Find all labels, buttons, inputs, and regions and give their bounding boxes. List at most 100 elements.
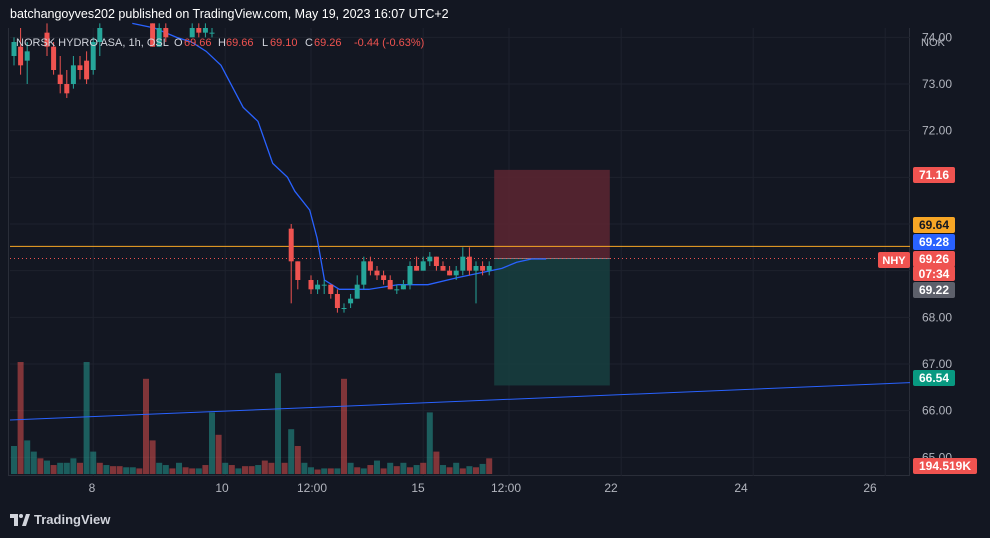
volume-bar xyxy=(136,468,143,474)
legend-change: -0.44 (-0.63%) xyxy=(354,37,424,49)
legend: NORSK HYDRO ASA, 1h, OSL O 69.66 H 69.66… xyxy=(16,37,946,49)
grid-lines xyxy=(10,28,910,476)
candle-body xyxy=(414,266,420,271)
volume-bar xyxy=(83,362,90,474)
volume-bar xyxy=(473,467,479,474)
stop-loss-zone xyxy=(494,169,610,259)
candle-body xyxy=(328,284,334,294)
x-tick-label: 8 xyxy=(89,481,96,495)
volume-bar xyxy=(440,465,446,474)
y-tick-label: 68.00 xyxy=(922,310,952,324)
candle-body xyxy=(150,23,156,47)
volume-label-text: 194.519K xyxy=(919,459,971,473)
price-label-box xyxy=(913,167,955,183)
volume-bar xyxy=(162,465,169,474)
candle-body xyxy=(486,266,492,271)
volume-bar xyxy=(24,440,31,474)
volume-bar xyxy=(281,462,288,474)
candle-body xyxy=(381,275,387,280)
candle-body xyxy=(18,46,24,66)
x-tick-label: 22 xyxy=(604,481,618,495)
volume-bar xyxy=(70,458,77,474)
volume-bar xyxy=(57,462,64,474)
y-tick-label: 72.00 xyxy=(922,124,952,138)
candle-body xyxy=(387,280,393,290)
candle-body xyxy=(453,270,459,276)
legend-high-value: 69.66 xyxy=(226,37,254,49)
volume-bar xyxy=(37,458,44,474)
volume-bar xyxy=(44,460,50,474)
volume-bar xyxy=(453,462,460,474)
symbol-tag-text: NHY xyxy=(882,255,906,267)
volume-label-box xyxy=(913,458,977,474)
x-tick-label: 24 xyxy=(734,481,748,495)
y-tick-label: 74.00 xyxy=(922,30,952,44)
volume-bar xyxy=(261,460,268,474)
legend-open-label: O xyxy=(174,37,183,49)
candle-body xyxy=(77,65,83,70)
volume-bar xyxy=(255,465,262,474)
candle-body xyxy=(11,42,17,56)
candle-body xyxy=(367,261,373,271)
volume-bar xyxy=(90,451,97,474)
tradingview-logo[interactable]: TradingView xyxy=(10,512,110,527)
volume-bar xyxy=(103,465,110,474)
price-label-box xyxy=(913,234,955,250)
candle-body xyxy=(466,256,472,271)
volume-bar xyxy=(235,468,242,474)
volume-bar xyxy=(393,466,400,474)
volume-bar xyxy=(268,462,275,474)
volume-bar xyxy=(301,462,308,474)
candle-body xyxy=(354,284,360,299)
publisher-line: batchangoyves202 published on TradingVie… xyxy=(10,7,449,21)
volume-bar xyxy=(466,466,473,474)
volume-bar xyxy=(96,462,103,474)
volume-bar xyxy=(189,468,196,474)
volume-bar xyxy=(407,467,413,474)
candlesticks xyxy=(11,23,492,313)
volume-bar xyxy=(321,468,328,474)
price-label-text: 69.22 xyxy=(919,283,949,297)
volume-bar xyxy=(288,429,295,474)
volume-bar xyxy=(420,462,427,474)
volume-bar xyxy=(30,451,37,474)
time-axis[interactable]: 8 10 12:00 15 12:00 22 24 26 xyxy=(89,481,877,495)
x-tick-label: 15 xyxy=(411,481,425,495)
vwap-line xyxy=(132,22,547,290)
volume-bar xyxy=(176,462,182,474)
volume-bar xyxy=(275,373,281,474)
publish-header: batchangoyves202 published on TradingVie… xyxy=(0,0,990,28)
volume-bar xyxy=(426,412,433,474)
legend-high-label: H xyxy=(218,37,226,49)
candle-body xyxy=(156,28,162,47)
legend-close-label: C xyxy=(305,37,313,49)
volume-bars xyxy=(11,362,493,474)
price-label-text: 66.54 xyxy=(919,371,949,385)
volume-bar xyxy=(360,468,367,474)
candle-body xyxy=(427,256,433,262)
volume-bar xyxy=(347,462,354,474)
volume-bar xyxy=(308,467,314,474)
volume-bar xyxy=(387,462,394,474)
legend-close-value: 69.26 xyxy=(314,37,342,49)
legend-open-value: 69.66 xyxy=(184,37,212,49)
volume-bar xyxy=(202,465,209,474)
candle-body xyxy=(189,28,195,38)
volume-bar xyxy=(17,362,24,474)
price-labels: 71.16 69.64 69.28 69.26 69.22 66.54 07:34 NHY 19… xyxy=(878,167,977,474)
candle-body xyxy=(24,51,30,61)
take-profit-zone xyxy=(494,258,610,386)
footer-bar xyxy=(0,500,990,538)
candle-body xyxy=(57,74,63,84)
candle-body xyxy=(400,284,406,290)
volume-bar xyxy=(156,462,163,474)
price-label-text: 69.26 xyxy=(919,252,949,266)
volume-bar xyxy=(215,434,222,474)
tradingview-logo-icon xyxy=(10,513,30,526)
volume-bar xyxy=(143,378,149,474)
candle-body xyxy=(334,294,340,308)
candle-body xyxy=(361,261,367,285)
x-tick-label: 10 xyxy=(215,481,229,495)
volume-bar xyxy=(380,468,387,474)
